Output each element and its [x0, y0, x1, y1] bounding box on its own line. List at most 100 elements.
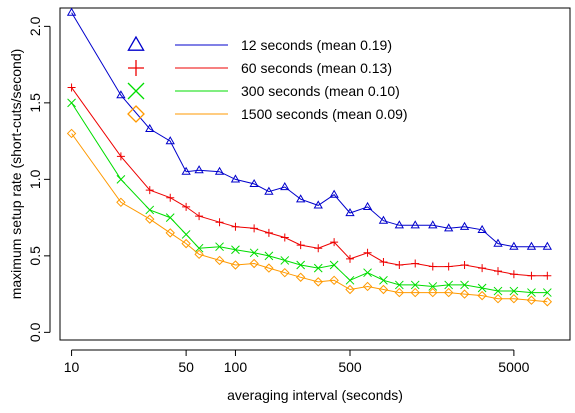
data-point-triangle	[459, 221, 470, 230]
data-point-plus	[280, 233, 289, 242]
data-point-plus	[231, 222, 240, 231]
data-point-triangle	[526, 241, 537, 250]
x-tick-label: 50	[178, 359, 194, 375]
data-point-x	[363, 268, 372, 278]
data-point-triangle	[194, 165, 204, 174]
data-point-triangle	[165, 136, 175, 145]
data-point-diamond	[378, 284, 389, 295]
y-tick-label: 1.5	[27, 93, 43, 113]
data-point-x	[444, 280, 454, 290]
series-1	[66, 7, 552, 250]
y-axis: 0.0 0.5 1.0 1.5 2.0	[27, 16, 51, 342]
data-point-diamond	[194, 249, 204, 260]
data-point-plus	[527, 271, 536, 280]
data-point-plus	[116, 152, 125, 161]
data-point-x	[379, 275, 388, 285]
data-point-diamond	[264, 263, 274, 273]
data-point-plus	[166, 193, 175, 202]
data-point-plus	[145, 186, 154, 195]
data-point-diamond	[329, 275, 339, 286]
data-point-triangle	[127, 35, 145, 51]
x-axis: 10 50 100 500 5000	[64, 349, 530, 375]
data-point-diamond	[127, 105, 145, 123]
data-point-x	[127, 82, 145, 100]
legend-label: 60 seconds (mean 0.13)	[241, 60, 392, 76]
legend-item: 12 seconds (mean 0.19)	[127, 35, 392, 53]
data-point-diamond	[459, 289, 470, 299]
data-point-triangle	[493, 238, 503, 247]
data-point-diamond	[313, 277, 323, 287]
x-tick-label: 500	[338, 359, 362, 375]
data-point-plus	[509, 270, 518, 279]
legend-label: 12 seconds (mean 0.19)	[241, 37, 392, 53]
data-point-triangle	[230, 174, 241, 183]
data-point-plus	[543, 271, 552, 280]
data-point-diamond	[394, 287, 405, 298]
data-point-triangle	[477, 224, 487, 233]
data-point-plus	[460, 261, 469, 270]
data-point-diamond	[249, 258, 259, 269]
data-point-diamond	[295, 272, 306, 282]
series-line	[71, 102, 548, 294]
x-tick-label: 100	[224, 359, 248, 375]
data-point-triangle	[296, 194, 306, 203]
y-tick-label: 0.5	[27, 246, 43, 266]
data-point-plus	[379, 257, 388, 266]
data-point-triangle	[345, 208, 355, 217]
data-point-plus	[478, 264, 487, 273]
data-point-plus	[330, 238, 339, 247]
data-point-x	[116, 175, 126, 184]
data-point-plus	[195, 212, 204, 221]
data-point-triangle	[214, 166, 225, 175]
data-point-x	[509, 286, 519, 296]
data-point-plus	[67, 83, 76, 92]
data-point-diamond	[165, 228, 175, 238]
data-point-diamond	[214, 255, 225, 266]
plot-frame	[59, 7, 571, 341]
series-line	[71, 12, 548, 248]
legend-item: 300 seconds (mean 0.10)	[127, 82, 400, 100]
y-tick-label: 1.0	[27, 169, 43, 189]
data-point-triangle	[410, 220, 420, 229]
data-point-diamond	[66, 128, 77, 139]
x-tick-label: 5000	[498, 359, 529, 375]
data-point-diamond	[542, 297, 553, 307]
data-point-diamond	[493, 293, 503, 304]
data-point-diamond	[116, 197, 126, 208]
data-point-plus	[264, 228, 273, 237]
legend-label: 300 seconds (mean 0.10)	[241, 83, 400, 99]
data-point-x	[527, 288, 536, 297]
data-point-plus	[215, 218, 224, 227]
series-line	[71, 133, 548, 303]
data-point-x	[249, 248, 259, 258]
data-point-triangle	[509, 241, 519, 250]
data-point-x	[428, 282, 438, 291]
data-point-plus	[494, 267, 503, 276]
legend-item: 1500 seconds (mean 0.09)	[127, 105, 408, 123]
data-point-triangle	[116, 90, 126, 99]
data-point-diamond	[509, 293, 519, 304]
data-point-x	[313, 263, 323, 273]
data-point-plus	[395, 261, 404, 270]
series-layer	[66, 7, 553, 307]
data-point-triangle	[394, 220, 404, 229]
data-point-x	[194, 243, 204, 253]
data-point-x	[296, 260, 306, 270]
x-axis-label: averaging interval (seconds)	[227, 387, 403, 403]
data-point-x	[231, 245, 240, 255]
data-point-plus	[444, 262, 453, 271]
data-point-triangle	[542, 241, 552, 250]
data-point-x	[542, 288, 552, 297]
legend: 12 seconds (mean 0.19) 60 seconds (mean 0…	[127, 35, 408, 123]
y-tick-label: 2.0	[27, 16, 43, 36]
data-point-triangle	[181, 166, 191, 175]
data-point-x	[345, 275, 355, 285]
data-point-x	[264, 251, 274, 261]
data-point-triangle	[145, 123, 155, 132]
series-4	[66, 128, 553, 307]
data-point-plus	[182, 202, 191, 211]
data-point-diamond	[145, 214, 155, 224]
x-tick-label: 10	[64, 359, 80, 375]
data-point-triangle	[264, 186, 274, 195]
